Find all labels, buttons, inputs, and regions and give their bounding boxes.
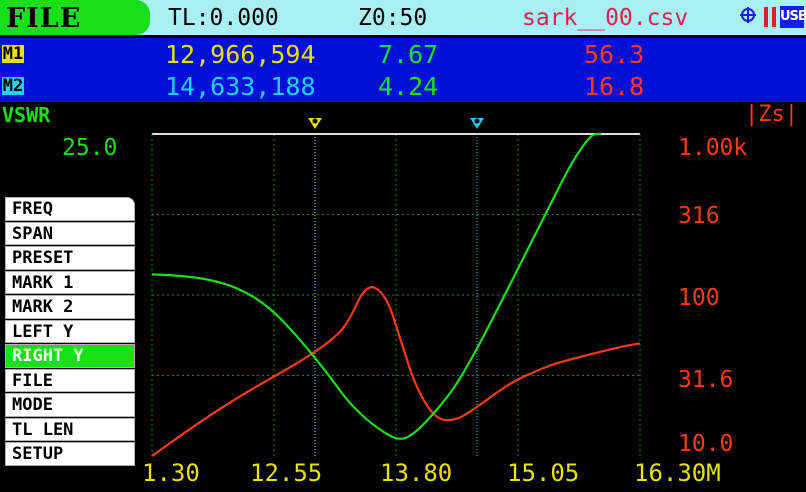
right-axis-tick: 316 [678,203,720,229]
marker-tag-m2: M2 [2,76,24,96]
marker-row-m2[interactable]: M2 14,633,188 4.24 16.8 [0,70,806,102]
menu-item-setup[interactable]: SETUP [5,442,135,466]
menu-item-tl-len[interactable]: TL LEN [5,417,135,441]
x-axis-tick: 1.30 [142,459,200,487]
menu-item-span[interactable]: SPAN [5,221,135,245]
menu-item-mark-2[interactable]: MARK 2 [5,295,135,319]
usb-icon: USB [780,6,806,28]
zs-trace [151,286,641,457]
right-axis-tick: 100 [678,285,720,311]
marker-frequency: 12,966,594 [165,40,316,69]
marker-zs: 16.8 [584,72,645,101]
x-axis-tick: 15.05 [507,459,580,487]
vswr-trace [151,132,601,440]
x-axis-tick: 16.30M [634,459,721,487]
right-axis-title: |Zs| [745,102,798,127]
marker-flag-dot [474,118,480,124]
menu-item-mark-1[interactable]: MARK 1 [5,270,135,294]
right-axis-tick: 10.0 [678,431,734,457]
x-axis-tick: 12.55 [250,459,323,487]
sweep-chart[interactable] [0,100,806,492]
file-tab-label: FILE [6,3,82,34]
marker-flag-dot [312,118,318,124]
pause-icon[interactable] [764,7,776,27]
right-axis-tick: 1.00k [678,135,748,161]
z0-readout[interactable]: Z0:50 [358,5,428,31]
file-tab[interactable]: FILE [0,0,150,35]
menu-item-freq[interactable]: FREQ [5,197,135,221]
marker-frequency: 14,633,188 [165,72,316,101]
left-axis-top-label: 25.0 [62,135,118,161]
title-bar: FILE TL:0.000 Z0:50 sark__00.csv USB [0,0,806,35]
x-axis-tick: 13.80 [380,459,453,487]
menu-item-preset[interactable]: PRESET [5,246,135,270]
menu-item-left-y[interactable]: LEFT Y [5,319,135,343]
menu-item-file[interactable]: FILE [5,368,135,392]
marker-tag-m1: M1 [2,44,24,64]
marker-zs: 56.3 [584,40,645,69]
filename: sark__00.csv [522,5,689,31]
side-menu: FREQ SPAN PRESET MARK 1 MARK 2 LEFT Y RI… [5,197,135,467]
target-icon[interactable] [740,7,756,23]
marker-vswr: 7.67 [378,40,439,69]
menu-item-right-y[interactable]: RIGHT Y [5,344,135,368]
marker-vswr: 4.24 [378,72,439,101]
menu-item-mode[interactable]: MODE [5,393,135,417]
marker-row-m1[interactable]: M1 12,966,594 7.67 56.3 [0,38,806,70]
tl-readout[interactable]: TL:0.000 [168,5,279,31]
right-axis-tick: 31.6 [678,367,734,393]
left-axis-title: VSWR [2,103,51,127]
